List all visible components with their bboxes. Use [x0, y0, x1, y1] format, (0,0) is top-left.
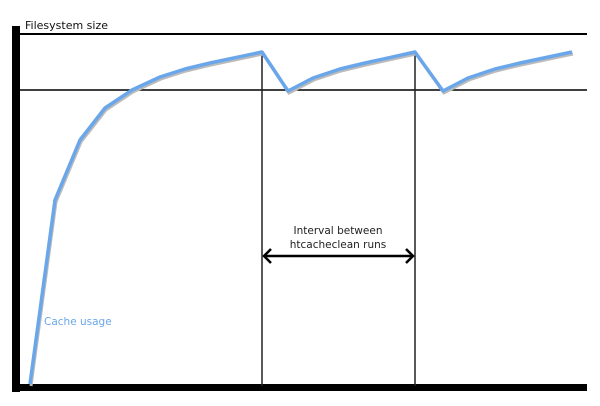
cache-usage-curve-shadow: [29, 52, 574, 387]
interval-label-line1: Interval between: [294, 225, 383, 237]
y-axis: [12, 26, 20, 392]
arrow-head-right: [405, 248, 415, 264]
interval-label-line2: htcacheclean runs: [290, 239, 387, 251]
arrow-head-left: [262, 248, 272, 264]
cache-usage-curve: [28, 50, 573, 385]
x-axis: [12, 384, 587, 391]
y-axis-label: Filesystem size: [25, 19, 108, 32]
curve-label: Cache usage: [44, 316, 112, 328]
